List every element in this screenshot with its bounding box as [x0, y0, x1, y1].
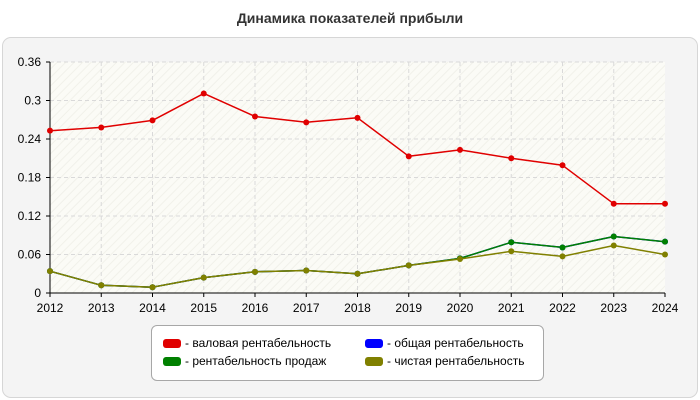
x-tick-label: 2023 — [600, 301, 627, 315]
data-point-gross-margin — [610, 200, 617, 207]
x-tick-label: 2021 — [498, 301, 525, 315]
legend-swatch-total-margin — [365, 338, 383, 348]
legend-label-gross-margin: - валовая рентабельность — [185, 336, 332, 350]
data-point-gross-margin — [457, 146, 463, 153]
legend-item-gross-margin: - валовая рентабельность — [163, 335, 331, 351]
data-point-gross-margin — [149, 117, 156, 124]
data-point-net-margin — [457, 255, 463, 262]
y-tick-label: 0.06 — [18, 248, 42, 262]
data-point-gross-margin — [303, 119, 310, 126]
legend-swatch-net-margin — [365, 356, 383, 366]
x-tick-label: 2016 — [242, 301, 269, 315]
data-point-gross-margin — [559, 162, 566, 169]
x-tick-label: 2015 — [190, 301, 217, 315]
data-point-net-margin — [662, 251, 668, 258]
data-point-net-margin — [405, 262, 412, 269]
data-point-net-margin — [252, 268, 258, 275]
data-point-sales-margin — [610, 233, 617, 240]
labels-layer: 0 0.06 0.12 0.18 0.24 0.3 0.36 2012 2013 2014 2015… — [18, 55, 679, 315]
data-point-sales-margin — [559, 244, 566, 251]
axes-layer — [46, 61, 666, 297]
data-point-sales-margin — [508, 239, 515, 246]
data-point-gross-margin — [200, 90, 207, 97]
legend-swatch-sales-margin — [163, 356, 181, 366]
data-point-net-margin — [98, 282, 105, 289]
y-tick-label: 0 — [34, 286, 41, 300]
x-tick-label: 2014 — [139, 301, 166, 315]
data-point-net-margin — [559, 253, 566, 260]
series-layer — [47, 90, 668, 291]
legend-item-total-margin: - общая рентабельность — [365, 335, 524, 351]
data-point-gross-margin — [98, 124, 105, 131]
data-point-net-margin — [508, 248, 515, 255]
x-tick-label: 2012 — [37, 301, 64, 315]
legend-label-sales-margin: - рентабельность продаж — [185, 354, 327, 368]
data-point-gross-margin — [405, 153, 412, 160]
y-tick-label: 0.18 — [18, 171, 42, 185]
y-tick-label: 0.24 — [18, 132, 42, 146]
data-point-net-margin — [200, 274, 207, 281]
x-tick-label: 2019 — [395, 301, 422, 315]
y-tick-label: 0.3 — [24, 94, 41, 108]
legend-item-net-margin: - чистая рентабельность — [365, 353, 524, 369]
x-tick-label: 2024 — [652, 301, 679, 315]
x-tick-label: 2022 — [549, 301, 576, 315]
data-point-gross-margin — [508, 155, 515, 162]
legend-label-total-margin: - общая рентабельность — [387, 336, 524, 350]
data-point-net-margin — [149, 284, 156, 291]
y-tick-label: 0.36 — [18, 55, 42, 69]
data-point-gross-margin — [252, 113, 258, 120]
chart-title: Динамика показателей прибыли — [236, 10, 464, 26]
legend-item-sales-margin: - рентабельность продаж — [163, 353, 326, 369]
x-tick-label: 2013 — [88, 301, 115, 315]
x-tick-label: 2018 — [344, 301, 371, 315]
data-point-net-margin — [303, 267, 310, 274]
legend-swatch-gross-margin — [163, 338, 181, 348]
data-point-gross-margin — [662, 200, 668, 207]
legend-label-net-margin: - чистая рентабельность — [387, 354, 525, 368]
data-point-net-margin — [610, 242, 617, 249]
data-point-net-margin — [354, 270, 361, 277]
y-tick-label: 0.12 — [18, 209, 42, 223]
chart-legend: - валовая рентабельность - общая рентабе… — [151, 325, 544, 381]
x-tick-label: 2017 — [293, 301, 320, 315]
data-point-net-margin — [47, 268, 53, 275]
data-point-sales-margin — [662, 238, 668, 245]
x-tick-label: 2020 — [447, 301, 474, 315]
data-point-gross-margin — [354, 114, 361, 121]
data-point-gross-margin — [47, 127, 53, 134]
